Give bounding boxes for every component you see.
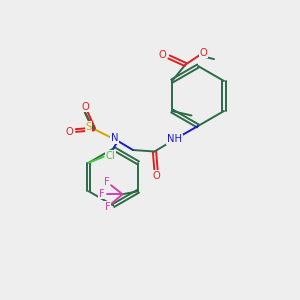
Text: O: O: [200, 47, 207, 58]
Text: O: O: [65, 127, 73, 137]
Text: O: O: [81, 101, 89, 112]
Text: Cl: Cl: [105, 151, 115, 160]
Text: O: O: [158, 50, 166, 61]
Text: F: F: [104, 177, 110, 187]
Text: F: F: [105, 202, 110, 212]
Text: NH: NH: [167, 134, 182, 145]
Text: F: F: [99, 189, 104, 199]
Text: N: N: [111, 133, 119, 143]
Text: O: O: [153, 171, 160, 181]
Text: S: S: [85, 122, 91, 132]
